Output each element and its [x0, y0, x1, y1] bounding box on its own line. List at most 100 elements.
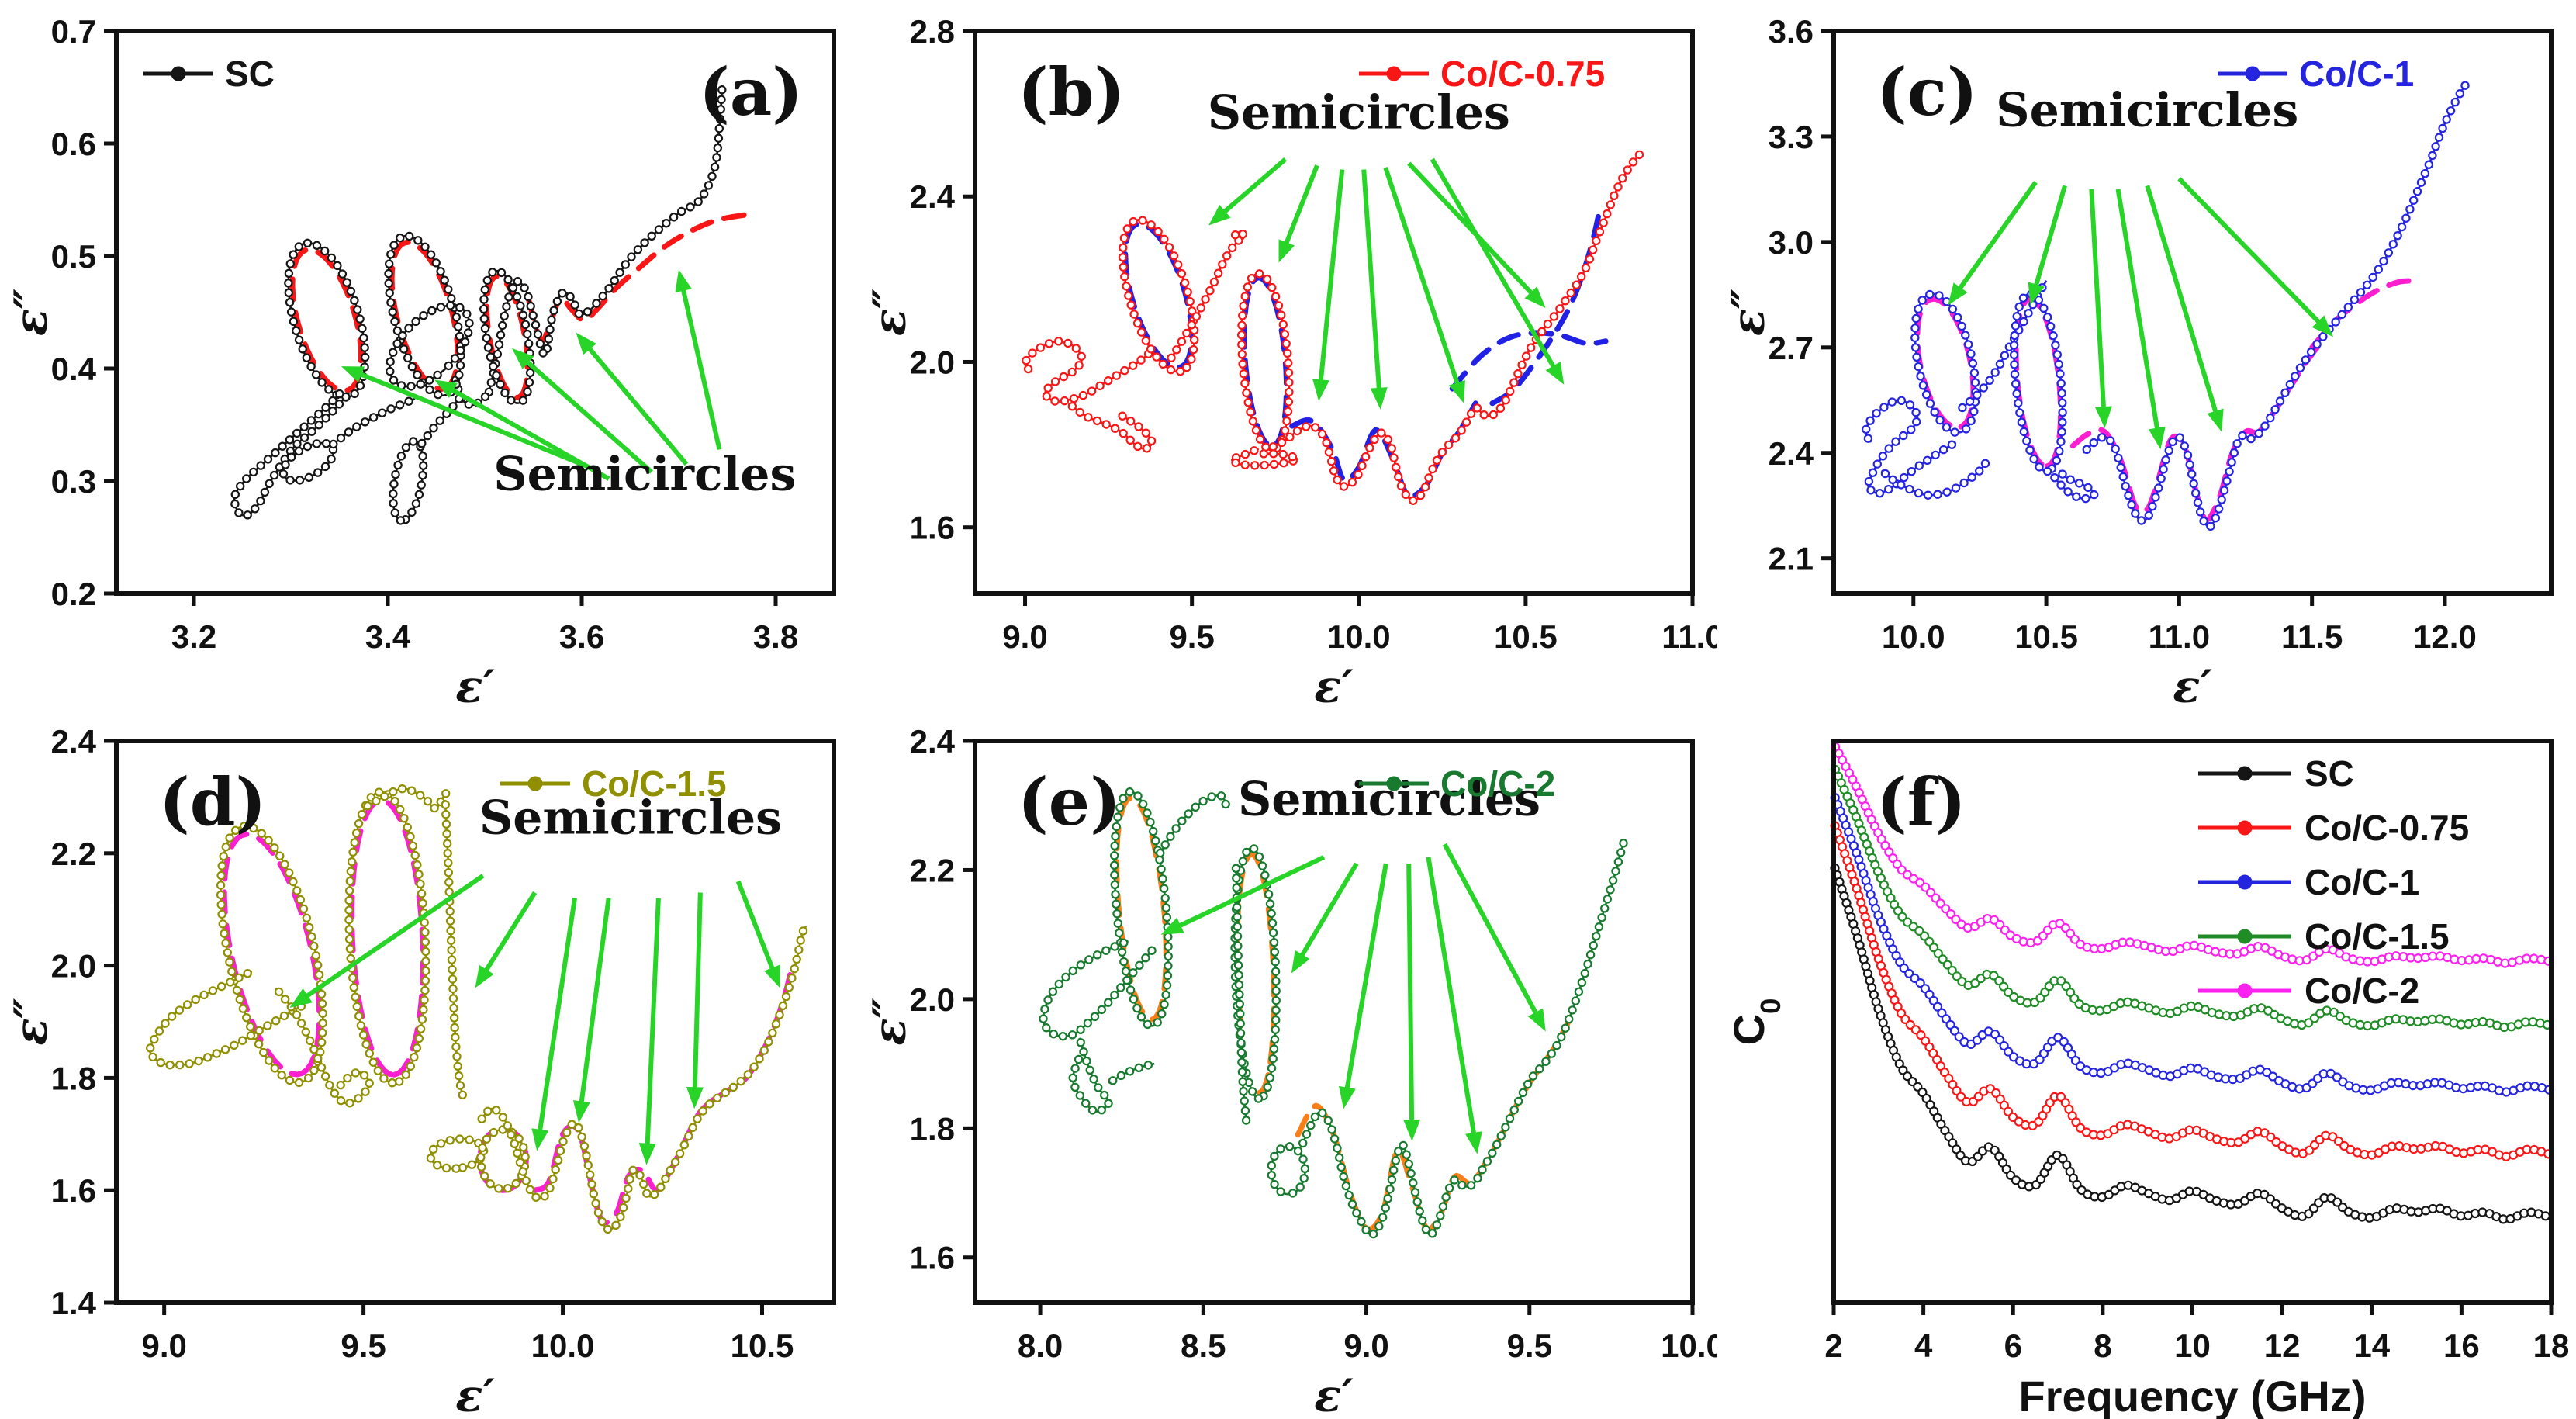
data-marker	[2043, 313, 2052, 322]
data-marker	[2055, 446, 2064, 456]
data-marker	[337, 269, 348, 279]
data-marker	[1953, 313, 1962, 322]
data-marker	[450, 354, 460, 363]
data-marker	[1267, 1171, 1277, 1180]
data-marker	[768, 1028, 777, 1038]
data-marker	[313, 1054, 323, 1063]
data-marker	[1110, 870, 1119, 880]
data-marker	[710, 162, 720, 171]
data-marker	[417, 480, 426, 490]
data-marker	[1147, 946, 1157, 955]
x-tick-label: 10	[2174, 1327, 2211, 1364]
data-marker	[1113, 812, 1122, 822]
data-marker	[1239, 1087, 1248, 1096]
data-marker	[2148, 502, 2157, 511]
data-marker	[1049, 1030, 1058, 1039]
data-marker	[2052, 350, 2062, 359]
annotation-arrow	[444, 384, 610, 481]
data-marker	[2219, 486, 2229, 495]
data-marker	[1059, 372, 1068, 382]
legend-label: Co/C-0.75	[2305, 808, 2469, 848]
data-marker	[1044, 339, 1054, 348]
y-tick-label: 0.7	[51, 13, 96, 50]
annotation-arrow	[2115, 189, 2161, 438]
data-marker	[604, 284, 614, 293]
data-marker	[175, 1005, 184, 1015]
data-marker	[393, 460, 403, 470]
y-tick-label: 1.8	[51, 1060, 96, 1096]
data-marker	[448, 994, 458, 1003]
x-axis-label: ε′	[1314, 660, 1354, 710]
data-marker	[639, 1179, 648, 1189]
data-marker	[444, 887, 454, 897]
data-marker	[1595, 227, 1605, 237]
data-marker	[2106, 436, 2115, 445]
data-marker	[357, 809, 367, 819]
data-marker	[478, 1143, 487, 1153]
data-marker	[1437, 448, 1447, 457]
data-marker	[647, 231, 656, 241]
data-marker	[1523, 1079, 1533, 1089]
data-marker	[627, 252, 636, 261]
data-marker	[1310, 1112, 1320, 1122]
data-marker	[417, 889, 427, 898]
data-marker	[1087, 386, 1097, 396]
data-marker	[1216, 791, 1226, 801]
axes: 8.0 8.5 9.0 9.5 10.0 1.6 1.8 2.0 2.2 2.4	[910, 723, 1717, 1364]
data-marker	[327, 253, 337, 263]
data-marker	[1479, 410, 1489, 420]
data-marker	[1119, 243, 1128, 252]
data-marker	[716, 105, 726, 114]
data-marker	[321, 414, 330, 423]
data-marker	[1333, 1144, 1342, 1153]
data-marker	[1078, 390, 1088, 400]
data-marker	[386, 357, 395, 366]
x-tick-label: 9.5	[341, 1327, 386, 1364]
data-marker	[1339, 1172, 1348, 1182]
data-marker	[1236, 1038, 1246, 1047]
data-marker	[1401, 490, 1411, 500]
x-tick-label: 10.5	[1494, 618, 1558, 655]
data-marker	[1269, 938, 1279, 947]
data-marker	[1557, 1032, 1566, 1042]
data-marker	[2428, 151, 2437, 161]
data-marker	[191, 995, 200, 1005]
data-marker	[611, 1220, 621, 1230]
data-marker	[1104, 376, 1113, 386]
data-marker	[410, 850, 420, 860]
data-marker	[558, 1137, 568, 1147]
data-marker	[1293, 1146, 1303, 1156]
data-marker	[2295, 363, 2305, 372]
data-marker	[389, 489, 398, 499]
data-marker	[1143, 808, 1152, 818]
data-marker	[161, 1019, 170, 1028]
data-marker	[1552, 1040, 1561, 1050]
data-marker	[359, 333, 368, 343]
data-marker	[1478, 1165, 1487, 1175]
data-marker	[479, 295, 489, 304]
y-axis-label: ε″	[5, 289, 57, 336]
data-marker	[1132, 318, 1143, 328]
data-marker	[518, 310, 528, 320]
y-tick-label: 1.6	[910, 1240, 955, 1276]
data-marker	[1284, 397, 1294, 407]
data-marker	[587, 1179, 596, 1189]
data-marker	[1240, 460, 1250, 469]
annotation-arrow	[1343, 863, 1388, 1097]
data-marker	[390, 508, 399, 517]
data-marker	[2121, 482, 2130, 491]
data-marker	[1517, 360, 1527, 369]
data-marker	[1240, 292, 1250, 301]
data-marker	[2356, 288, 2366, 297]
data-marker	[217, 909, 226, 919]
data-marker	[2318, 332, 2328, 341]
data-marker	[1043, 995, 1053, 1005]
data-marker	[684, 1131, 693, 1141]
data-marker	[1302, 422, 1311, 431]
arrows-group	[289, 874, 780, 1165]
data-marker	[1496, 1131, 1506, 1140]
data-marker	[230, 1040, 239, 1050]
data-marker	[1234, 971, 1243, 980]
data-marker	[1077, 351, 1086, 361]
data-marker	[313, 960, 323, 970]
